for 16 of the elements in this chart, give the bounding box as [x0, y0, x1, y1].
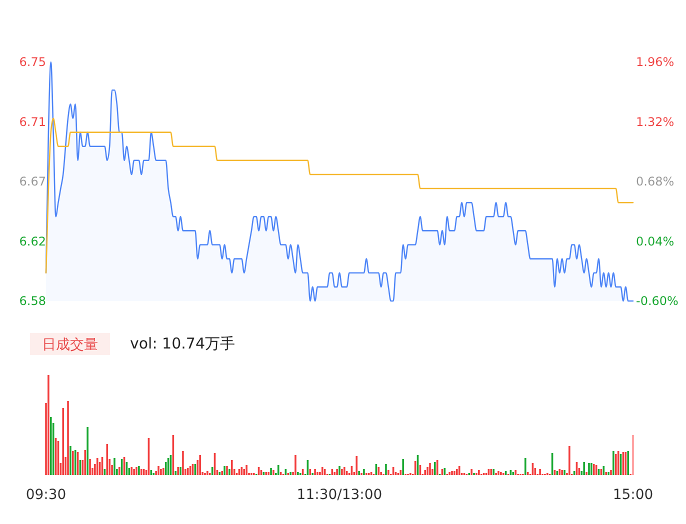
text: vol: 10.74万手 [130, 334, 235, 352]
y2-tick-label: 1.32% [636, 114, 674, 129]
y2-tick-label: -0.60% [636, 294, 678, 308]
y-tick-label: 6.62 [19, 234, 46, 248]
y2-tick-label: 0.04% [636, 234, 674, 248]
x-tick-label: 15:00 [612, 486, 654, 503]
line-series [45, 118, 634, 274]
x-tick-label: 11:30/13:00 [296, 486, 382, 503]
x-tick-label: 09:30 [26, 486, 66, 503]
y-tick-label: 6.67 [19, 174, 46, 189]
y-tick-label: 6.71 [19, 114, 46, 129]
y2-tick-label: 1.96% [636, 55, 674, 70]
y-tick-label: 6.75 [19, 55, 46, 70]
y-tick-label: 6.58 [19, 294, 46, 308]
y2-tick-label: 0.68% [636, 174, 674, 189]
text: 日成交量 [42, 336, 98, 353]
